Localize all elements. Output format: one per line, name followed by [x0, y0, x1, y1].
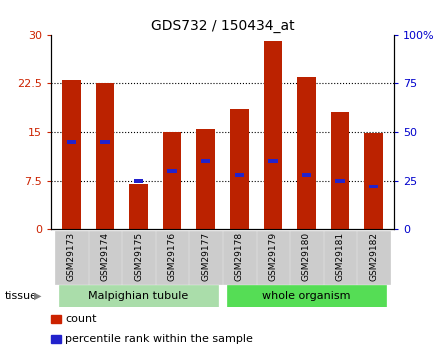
- Bar: [302, 173, 311, 177]
- Bar: [324, 230, 356, 284]
- Bar: [62, 80, 81, 229]
- Text: GSM29179: GSM29179: [268, 232, 277, 281]
- Bar: [89, 230, 121, 284]
- Bar: [364, 133, 383, 229]
- Bar: [297, 77, 316, 229]
- Bar: [163, 132, 182, 229]
- Bar: [100, 140, 109, 144]
- Bar: [134, 179, 143, 183]
- Bar: [55, 230, 88, 284]
- Text: count: count: [65, 314, 97, 324]
- Text: GSM29174: GSM29174: [101, 232, 109, 281]
- Bar: [235, 173, 244, 177]
- Bar: [129, 184, 148, 229]
- Bar: [290, 230, 323, 284]
- Text: GSM29178: GSM29178: [235, 232, 244, 281]
- Bar: [223, 230, 255, 284]
- Bar: [59, 285, 218, 307]
- Text: ▶: ▶: [34, 291, 41, 301]
- Bar: [336, 179, 345, 183]
- Bar: [230, 109, 249, 229]
- Bar: [227, 285, 386, 307]
- Text: whole organism: whole organism: [262, 291, 351, 301]
- Text: GSM29182: GSM29182: [369, 232, 378, 281]
- Bar: [67, 140, 76, 144]
- Text: GSM29177: GSM29177: [201, 232, 210, 281]
- Bar: [196, 129, 215, 229]
- Bar: [122, 230, 155, 284]
- Bar: [167, 169, 177, 173]
- Text: tissue: tissue: [4, 291, 37, 301]
- Bar: [96, 83, 114, 229]
- Title: GDS732 / 150434_at: GDS732 / 150434_at: [151, 19, 294, 33]
- Text: Malpighian tubule: Malpighian tubule: [89, 291, 189, 301]
- Bar: [257, 230, 289, 284]
- Bar: [357, 230, 390, 284]
- Bar: [331, 112, 349, 229]
- Text: GSM29176: GSM29176: [168, 232, 177, 281]
- Bar: [369, 185, 378, 188]
- Text: GSM29181: GSM29181: [336, 232, 344, 281]
- Text: percentile rank within the sample: percentile rank within the sample: [65, 334, 253, 344]
- Text: GSM29180: GSM29180: [302, 232, 311, 281]
- Text: GSM29175: GSM29175: [134, 232, 143, 281]
- Bar: [268, 159, 278, 163]
- Bar: [190, 230, 222, 284]
- Bar: [201, 159, 210, 163]
- Bar: [263, 41, 282, 229]
- Text: GSM29173: GSM29173: [67, 232, 76, 281]
- Bar: [156, 230, 188, 284]
